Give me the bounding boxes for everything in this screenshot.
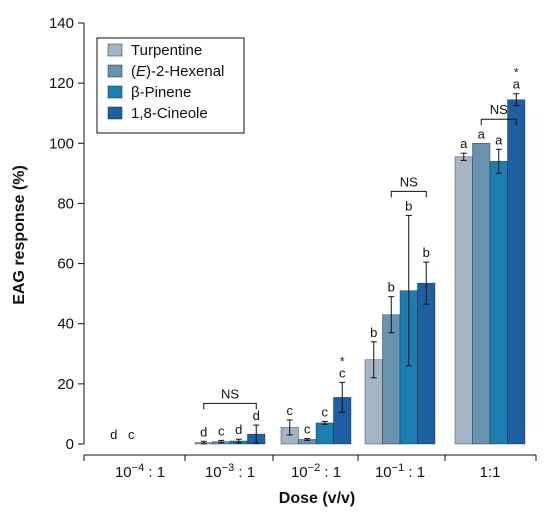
x-tick-label-exponent: −2 xyxy=(308,462,321,474)
significance-letter: c xyxy=(304,422,311,437)
x-axis-title: Dose (v/v) xyxy=(279,490,355,507)
bar xyxy=(489,161,508,445)
significance-letter: c xyxy=(128,427,135,442)
significance-letter: d xyxy=(253,408,260,423)
significance-star: * xyxy=(514,66,519,80)
x-tick-label-base: 1:1 xyxy=(480,464,501,481)
ns-label: NS xyxy=(490,102,508,117)
bar xyxy=(382,314,401,445)
y-tick-label: 140 xyxy=(49,15,74,32)
annotations-group: NS NS NS xyxy=(203,102,517,410)
significance-letter: a xyxy=(460,136,468,151)
significance-letter: b xyxy=(405,198,412,213)
significance-letter: d xyxy=(235,422,242,437)
x-tick-label: 10−4 : 1 xyxy=(115,462,165,481)
x-tick-label-base: 10 xyxy=(291,464,308,481)
legend-label: β-Pinene xyxy=(131,84,191,101)
legend-swatch xyxy=(107,85,123,99)
y-axis-title: EAG response (%) xyxy=(11,165,28,305)
bar xyxy=(454,156,473,445)
significance-letter: b xyxy=(388,280,395,295)
significance-letter: a xyxy=(495,132,503,147)
legend-swatch xyxy=(107,64,123,78)
significance-letter: b xyxy=(423,245,430,260)
significance-letter: d xyxy=(110,427,117,442)
ns-bracket xyxy=(390,190,427,198)
ns-bracket xyxy=(203,402,257,410)
x-tick-label-exponent: −1 xyxy=(392,462,405,474)
x-tick-label-exponent: −4 xyxy=(132,462,145,474)
y-axis: 0 20 40 60 80 100 120 140 xyxy=(49,15,85,453)
x-axis: 10−4 : 1 10−3 : 1 10−2 : 1 10−1 : 1 1:1 xyxy=(83,454,537,481)
significance-letter: a xyxy=(513,77,521,92)
x-tick-label-base: 10 xyxy=(115,464,132,481)
x-tick-label-suffix: : 1 xyxy=(320,464,341,481)
x-tick-label-suffix: : 1 xyxy=(404,464,425,481)
legend-label-part: E xyxy=(136,63,147,80)
x-tick-label-suffix: : 1 xyxy=(144,464,165,481)
ns-bracket xyxy=(480,118,517,126)
y-tick-label: 120 xyxy=(49,75,74,92)
legend-label-part: )-2-Hexenal xyxy=(146,63,224,80)
significance-letter: a xyxy=(478,126,486,141)
x-tick-label-base: 10 xyxy=(375,464,392,481)
legend-label: Turpentine xyxy=(131,42,202,59)
bar xyxy=(315,422,334,445)
ns-label: NS xyxy=(400,174,418,189)
x-tick-label: 10−2 : 1 xyxy=(291,462,341,481)
bar xyxy=(472,143,491,445)
legend: Turpentine (E)-2-Hexenal β-Pinene 1,8-Cineo… xyxy=(96,37,245,134)
y-tick-label: 100 xyxy=(49,135,74,152)
x-tick-label: 10−3 : 1 xyxy=(205,462,255,481)
significance-letter: c xyxy=(339,365,346,380)
y-tick-label: 60 xyxy=(57,256,74,273)
legend-label: (E)-2-Hexenal xyxy=(131,63,224,80)
significance-letter: d xyxy=(200,424,207,439)
legend-label: 1,8-Cineole xyxy=(131,105,208,122)
legend-label-part: ( xyxy=(131,63,136,80)
significance-letter: c xyxy=(322,404,329,419)
significance-letter: b xyxy=(370,325,377,340)
bar xyxy=(507,99,526,445)
y-tick-label: 0 xyxy=(66,436,74,453)
legend-swatch xyxy=(107,106,123,120)
y-tick-label: 80 xyxy=(57,195,74,212)
ns-label: NS xyxy=(221,386,239,401)
x-tick-label-base: 10 xyxy=(205,464,222,481)
significance-letter: c xyxy=(218,423,225,438)
x-tick-label-suffix: : 1 xyxy=(234,464,255,481)
significance-letter: c xyxy=(287,403,294,418)
y-tick-label: 20 xyxy=(57,376,74,393)
x-tick-label: 10−1 : 1 xyxy=(375,462,425,481)
x-tick-label-exponent: −3 xyxy=(222,462,235,474)
y-tick-label: 40 xyxy=(57,316,74,333)
legend-swatch xyxy=(107,43,123,57)
x-tick-label: 1:1 xyxy=(480,464,501,481)
significance-star: * xyxy=(340,354,345,368)
bar xyxy=(417,282,436,445)
